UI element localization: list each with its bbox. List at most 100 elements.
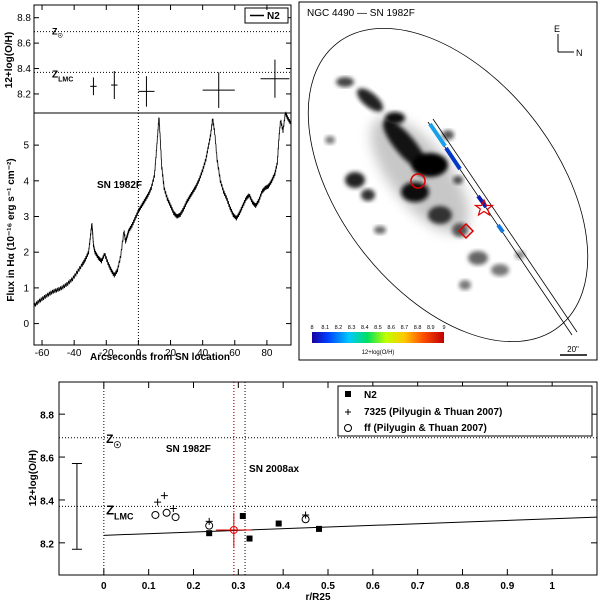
panel-slit-metallicity: 12+log(O/H) 8.2 8.4 8.6 8.8 Z☉ ZLMC N2 [4,4,292,114]
n2-point [206,530,213,537]
panel-c-title: NGC 4490 — SN 1982F [307,8,415,19]
compass: E N [554,24,583,58]
colorbar-tick-label: 8.5 [374,325,382,331]
compass-east: E [554,24,560,34]
pt2007-7325-point [154,498,162,506]
panel-b-xtick-label: 40 [197,348,209,359]
legend-label-7325: 7325 (Pilyugin & Thuan 2007) [364,407,502,418]
panel-d-xtick-label: 0.3 [231,581,245,592]
n2-point [246,535,253,542]
colorbar-tick-label: 8.9 [427,325,435,331]
panel-d-xtick-label: 0.8 [456,581,470,592]
panel-d-xtick-label: 0.2 [187,581,201,592]
colorbar-tick-label: 8.2 [335,325,343,331]
panel-b-ytick-label: 4 [23,176,29,187]
panel-b-xtick-label: -20 [99,348,114,359]
panel-a-ytick-label: 8.2 [17,89,31,100]
colorbar-tick-label: 8.7 [401,325,409,331]
colorbar-tick-label: 9 [442,325,445,331]
legend-label-ff: ff (Pilyugin & Thuan 2007) [364,423,487,434]
panel-b-ytick-label: 2 [23,248,29,259]
colorbar-tick-label: 8.4 [361,325,369,331]
legend-marker-ff [344,424,352,432]
pt2007-7325-point [160,492,168,500]
panel-d-sn-label: SN 2008ax [249,464,299,475]
panel-b-ylabel: Flux in Hα (10⁻¹⁶ erg s⁻¹ cm⁻²) [6,158,17,301]
panel-d-ytick-label: 8.2 [40,539,54,550]
sn-1982f-marker [410,173,426,189]
panel-d-legend: N2 7325 (Pilyugin & Thuan 2007) ff (Pily… [337,385,593,437]
panel-b-xtick-label: -40 [67,348,82,359]
panel-d-xtick-label: 0.6 [366,581,380,592]
panel-b-ytick-label: 3 [23,212,29,223]
legend-marker-7325 [345,409,351,415]
gradient-fit-line [103,516,598,536]
pt2007-7325-point [302,511,310,519]
panel-d-xtick-label: 0.1 [142,581,156,592]
colorbar-tick-label: 8.1 [321,325,329,331]
panel-d-xtick-label: 0.7 [411,581,425,592]
panel-b-xtick-label: 20 [165,348,177,359]
galaxy-emission [325,77,525,290]
pt2007-ff-point [151,510,160,519]
panel-d-ytick-label: 8.6 [40,454,54,465]
panel-d-sn-label: SN 1982F [166,444,211,455]
panel-d-ytick-label: 8.4 [40,496,54,507]
colorbar-label: 12+log(O/H) [362,350,395,356]
panel-b-xtick-label: 80 [261,348,273,359]
pt2007-ff-point [171,513,180,522]
pt2007-7325-point [169,505,177,513]
nucleus-diamond-marker [457,222,475,240]
panel-d-xtick-label: 0.9 [500,581,514,592]
panel-a-ytick-label: 8.8 [17,13,31,24]
pt2007-ff-point [301,515,310,524]
panel-d-ref-label: ZLMC [106,502,134,521]
n2-point [239,513,246,520]
panel-d-xtick-label: 0.5 [321,581,335,592]
panel-b-xtick-label: -60 [35,348,50,359]
panel-b-xtick-label: 60 [229,348,241,359]
panel-b-xtick-label: 0 [136,348,142,359]
pt2007-ff-point [205,521,214,530]
colorbar-tick-label: 8.6 [387,325,395,331]
panel-b-ytick-label: 1 [23,283,29,294]
panel-a-ytick-label: 8.6 [17,39,31,50]
scale-bar-label: 20" [567,345,579,354]
panel-a-ref-label: ZLMC [52,69,73,83]
panel-a-legend-label: N2 [267,11,280,22]
panel-b-xlabel: Arcseconds from SN location [90,352,230,363]
panel-radial-gradient: 12+log(O/H) r/R25 8.2 8.4 8.6 8.8 0 0.1 0.2 0.… [28,381,598,603]
scale-bar: 20" [560,345,587,356]
colorbar-tick-label: 8.3 [348,325,356,331]
legend-label-n2: N2 [364,390,377,401]
sn-2008ax-star-marker [473,198,495,217]
compass-north: N [576,48,583,58]
n2-point [316,525,323,532]
legend-marker-n2 [345,391,351,397]
slit [427,118,578,336]
panel-halpha-profile: Flux in Hα (10⁻¹⁶ erg s⁻¹ cm⁻²) Arcsecon… [6,5,292,363]
panel-a-ref-label: Z☉ [52,27,63,40]
n2-point [275,520,282,527]
pt2007-ff-point [162,508,171,517]
panel-b-ytick-label: 5 [23,141,29,152]
panel-d-ylabel: 12+log(O/H) [28,450,39,506]
colorbar-gradient [312,332,444,343]
panel-a-ylabel: 12+log(O/H) [4,32,15,88]
halpha-profile-line [33,111,292,308]
panel-b-annotation: SN 1982F [97,180,142,191]
panel-d-xtick-label: 0 [101,581,107,592]
panel-d-xlabel: r/R25 [305,592,330,603]
sn-point-marker [229,525,238,534]
colorbar: 8 8.1 8.2 8.3 8.4 8.5 8.6 8.7 8.8 8.9 9 12+log(O/H… [310,325,445,356]
colorbar-tick-label: 8 [310,325,313,331]
galaxy-isophote-ellipse [307,27,589,343]
panel-galaxy-image: NGC 4490 — SN 1982F E N [298,1,598,361]
panel-d-xtick-label: 0.4 [276,581,290,592]
pt2007-7325-point [205,517,213,525]
panel-b-frame [33,112,292,346]
panel-b-ytick-label: 0 [23,319,29,330]
panel-a-ytick-label: 8.4 [17,64,31,75]
colorbar-tick-label: 8.8 [414,325,422,331]
